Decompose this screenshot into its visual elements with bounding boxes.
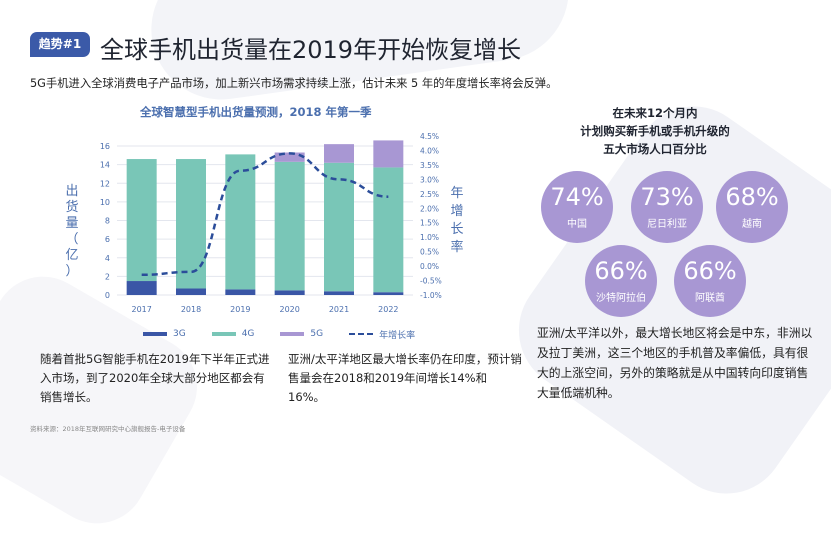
legend-item: 年增长率 bbox=[349, 328, 415, 341]
legend-swatch bbox=[143, 332, 167, 336]
y-tick-label: 14 bbox=[100, 161, 110, 170]
y2-axis-label-char: 年 bbox=[450, 186, 464, 201]
trend-badge: 趋势#1 bbox=[30, 32, 90, 57]
bar-segment-5g bbox=[373, 140, 404, 168]
bar-segment-4g bbox=[274, 161, 305, 291]
y-axis-label-char: ） bbox=[65, 264, 79, 279]
y2-axis-label-char: 增 bbox=[450, 204, 464, 219]
bar-segment-3g bbox=[225, 289, 256, 295]
note-left: 随着首批5G智能手机在2019年下半年正式进入市场，到了2020年全球大部分地区… bbox=[40, 352, 270, 404]
market-percent: 74% bbox=[550, 183, 604, 211]
x-tick-label: 2021 bbox=[329, 305, 349, 314]
region-analysis-text: 亚洲/太平洋以外，最大增长地区将会是中东，非洲以及拉丁美洲，这三个地区的手机普及… bbox=[537, 326, 813, 400]
y-tick-label: 16 bbox=[100, 142, 110, 151]
legend-label: 4G bbox=[241, 329, 255, 339]
legend-label: 年增长率 bbox=[379, 330, 416, 341]
y2-tick-label: -1.0% bbox=[420, 291, 442, 300]
market-heading-line: 五大市场人口百分比 bbox=[603, 142, 707, 156]
y-axis-label-left: 出货量（亿） bbox=[62, 184, 82, 280]
y2-tick-label: 0.0% bbox=[420, 262, 439, 271]
page-title: 全球手机出货量在2019年开始恢复增长 bbox=[100, 36, 522, 64]
y2-axis-label-char: 长 bbox=[450, 222, 464, 237]
y-axis-label-char: 亿 bbox=[65, 248, 79, 263]
chart-legend: 3G 4G 5G 年增长率 bbox=[143, 327, 441, 341]
y-axis-label-char: 货 bbox=[65, 200, 79, 215]
x-tick-label: 2018 bbox=[181, 305, 201, 314]
market-circle: 68% 越南 bbox=[716, 171, 788, 243]
x-tick-label: 2020 bbox=[279, 305, 299, 314]
legend-swatch bbox=[280, 332, 305, 336]
x-tick-label: 2019 bbox=[230, 305, 250, 314]
legend-item: 3G bbox=[143, 329, 186, 339]
bar-segment-4g bbox=[225, 154, 256, 290]
legend-item: 5G bbox=[280, 329, 323, 339]
market-country: 中国 bbox=[567, 219, 587, 230]
bar-segment-5g bbox=[274, 152, 305, 162]
bar-segment-4g bbox=[126, 159, 157, 282]
y2-tick-label: 3.5% bbox=[420, 161, 439, 170]
bar-segment-5g bbox=[324, 144, 354, 163]
market-country: 沙特阿拉伯 bbox=[596, 293, 646, 304]
market-country: 阿联酋 bbox=[695, 293, 725, 304]
bar-segment-4g bbox=[373, 167, 404, 293]
page-subtitle: 5G手机进入全球消费电子产品市场，加上新兴市场需求持续上涨，估计未来 5 年的年… bbox=[30, 77, 558, 90]
y-tick-label: 0 bbox=[105, 291, 110, 300]
legend-swatch bbox=[211, 332, 236, 336]
y-tick-label: 6 bbox=[105, 235, 110, 244]
market-heading: 在未来12个月内 计划购买新手机或手机升级的 五大市场人口百分比 bbox=[545, 104, 765, 158]
note-middle: 亚洲/太平洋地区最大增长率仍在印度，预计销售量会在2018和2019年间增长14… bbox=[288, 352, 522, 404]
market-circle: 73% 尼日利亚 bbox=[631, 171, 703, 243]
y-tick-label: 8 bbox=[105, 217, 110, 226]
market-percent: 73% bbox=[640, 183, 694, 211]
y2-tick-label: 3.0% bbox=[420, 175, 439, 184]
y-tick-label: 2 bbox=[105, 272, 110, 281]
legend-dash bbox=[349, 333, 374, 335]
x-tick-label: 2017 bbox=[131, 305, 151, 314]
bar-segment-3g bbox=[126, 281, 157, 295]
chart-title: 全球智慧型手机出货量预测，2018 年第一季 bbox=[140, 105, 372, 119]
market-country: 越南 bbox=[742, 219, 762, 230]
y2-axis-label-char: 率 bbox=[450, 240, 464, 255]
market-circle: 66% 沙特阿拉伯 bbox=[585, 245, 657, 317]
y2-tick-label: -0.5% bbox=[420, 277, 442, 286]
market-percent: 66% bbox=[594, 257, 648, 285]
y2-tick-label: 2.5% bbox=[420, 190, 439, 199]
market-circle: 66% 阿联酋 bbox=[674, 245, 746, 317]
shipment-chart: 0 2 4 6 8 10 12 14 16 -1.0% -0.5% 0.0% 0.5% 1.0% 1.5% 2… bbox=[100, 132, 442, 314]
y-axis-label-char: （ bbox=[65, 232, 79, 247]
y-tick-label: 12 bbox=[100, 179, 110, 188]
y2-tick-label: 1.5% bbox=[420, 219, 439, 228]
bar-segment-4g bbox=[324, 162, 354, 292]
y2-tick-label: 1.0% bbox=[420, 233, 439, 242]
source-note: 资料来源：2018年互联网研究中心旗舰报告-电子设备 bbox=[30, 425, 186, 433]
y-tick-label: 10 bbox=[100, 198, 110, 207]
bar-segment-3g bbox=[274, 290, 305, 295]
y2-tick-label: 0.5% bbox=[420, 248, 439, 257]
y-axis-label-char: 量 bbox=[65, 216, 79, 231]
y-tick-label: 4 bbox=[105, 254, 110, 263]
y2-tick-label: 2.0% bbox=[420, 204, 439, 213]
y2-tick-label: 4.5% bbox=[420, 132, 439, 141]
market-circle: 74% 中国 bbox=[541, 171, 613, 243]
market-percent: 66% bbox=[683, 257, 737, 285]
market-heading-line: 在未来12个月内 bbox=[612, 106, 698, 120]
bar-segment-4g bbox=[176, 159, 206, 289]
y2-tick-label: 4.0% bbox=[420, 146, 439, 155]
bar-segment-3g bbox=[324, 291, 354, 295]
legend-label: 5G bbox=[310, 329, 324, 339]
bar-segment-3g bbox=[373, 292, 404, 295]
y-axis-label-char: 出 bbox=[65, 184, 79, 199]
legend-label: 3G bbox=[173, 329, 186, 339]
market-heading-line: 计划购买新手机或手机升级的 bbox=[580, 124, 730, 138]
x-tick-label: 2022 bbox=[378, 305, 398, 314]
market-country: 尼日利亚 bbox=[647, 219, 687, 230]
legend-item: 4G bbox=[211, 329, 255, 339]
growth-rate-line bbox=[141, 152, 389, 277]
bar-segment-3g bbox=[176, 288, 206, 295]
market-percent: 68% bbox=[725, 183, 779, 211]
y-axis-label-right: 年增长率 bbox=[448, 185, 466, 257]
